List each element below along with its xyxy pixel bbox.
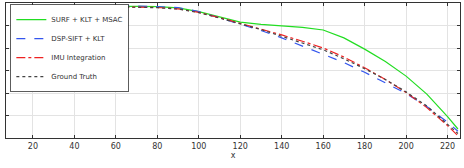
svg-text:180: 180: [357, 142, 372, 151]
svg-text:20: 20: [28, 142, 38, 151]
svg-text:140: 140: [274, 142, 289, 151]
svg-text:IMU Integration: IMU Integration: [51, 54, 105, 62]
svg-text:100: 100: [191, 142, 206, 151]
svg-text:220: 220: [440, 142, 455, 151]
svg-text:DSP-SIFT + KLT: DSP-SIFT + KLT: [51, 35, 105, 43]
svg-text:40: 40: [69, 142, 79, 151]
svg-text:SURF + KLT + MSAC: SURF + KLT + MSAC: [51, 16, 122, 24]
svg-text:80: 80: [152, 142, 162, 151]
svg-text:60: 60: [111, 142, 121, 151]
svg-text:x: x: [231, 151, 236, 160]
svg-text:120: 120: [233, 142, 248, 151]
svg-text:160: 160: [316, 142, 331, 151]
svg-text:200: 200: [398, 142, 413, 151]
svg-text:Ground Truth: Ground Truth: [51, 73, 97, 81]
